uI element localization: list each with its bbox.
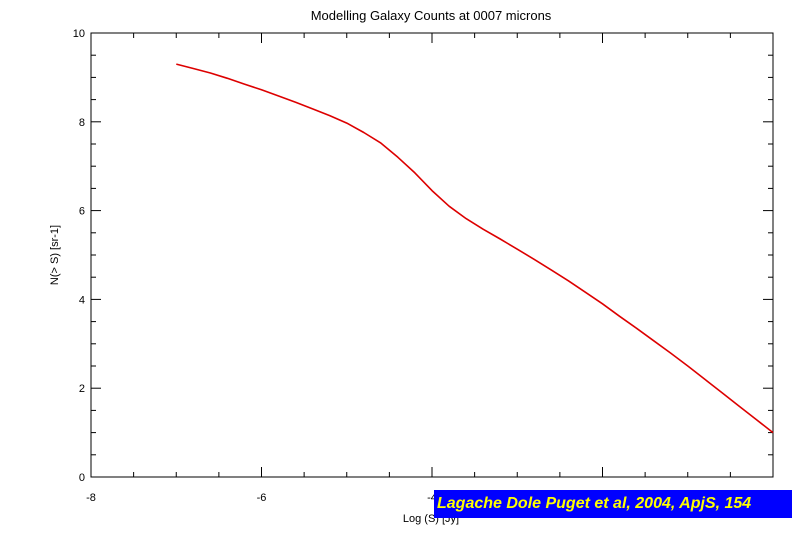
series-line xyxy=(176,63,774,434)
y-tick-label: 10 xyxy=(73,28,85,40)
y-tick-label: 6 xyxy=(79,206,85,218)
x-tick-label: -8 xyxy=(86,492,96,504)
plot-frame xyxy=(90,32,774,478)
tick-labels: -8 -6 -4 0 2 4 6 8 10 xyxy=(73,28,437,504)
axis-ticks xyxy=(90,32,774,478)
x-tick-label: -4 xyxy=(427,492,437,504)
series-group xyxy=(176,63,774,434)
chart-title: Modelling Galaxy Counts at 0007 microns xyxy=(311,8,552,23)
y-tick-label: 0 xyxy=(79,472,85,484)
y-tick-label: 2 xyxy=(79,383,85,395)
citation-banner: Lagache Dole Puget et al, 2004, ApjS, 15… xyxy=(434,490,792,518)
x-tick-label: -6 xyxy=(257,492,267,504)
y-tick-label: 4 xyxy=(79,294,85,306)
y-axis-label: N(> S) [sr-1] xyxy=(49,225,61,285)
y-tick-label: 8 xyxy=(79,117,85,129)
